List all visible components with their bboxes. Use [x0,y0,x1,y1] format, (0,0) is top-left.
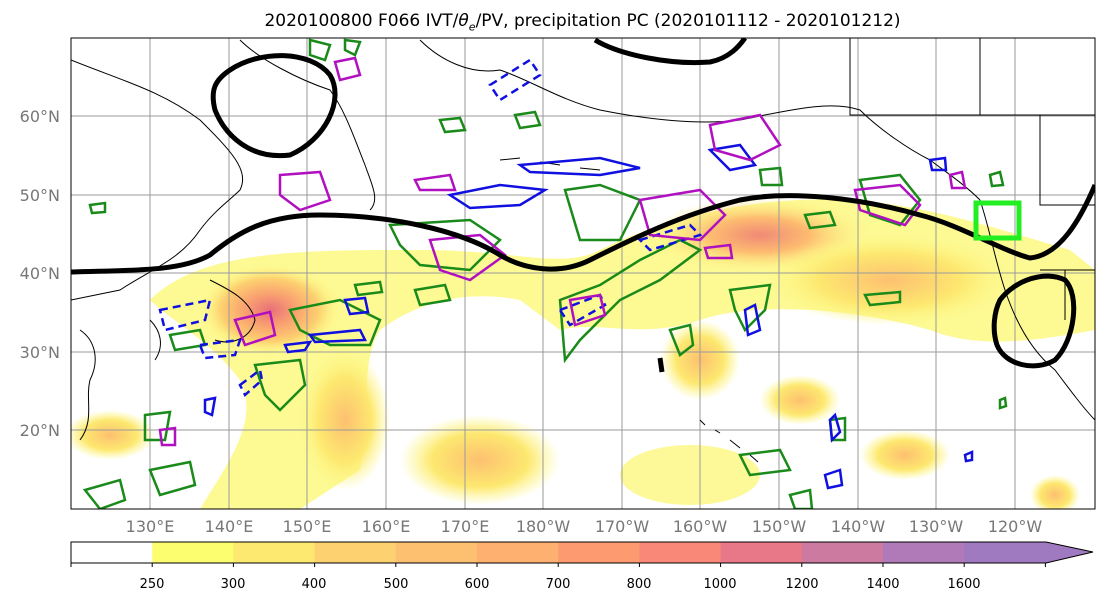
colorbar-tick-label: 250 [140,577,165,592]
lon-label: 170°E [441,517,490,536]
colorbar-cell [639,542,722,563]
lon-label: 120°W [988,517,1043,536]
longitude-labels: 130°E 140°E 150°E 160°E 170°E 180°W 170°… [126,517,1043,536]
colorbar-tick-label: 300 [221,577,246,592]
map-title: 2020100800 F066 IVT/θe/PV, precipitation… [264,11,901,34]
blue-contours [158,58,974,490]
lon-label: 130°E [126,517,175,536]
highlight-box [973,200,1022,241]
lat-label: 60°N [20,107,60,126]
lon-label: 160°E [362,517,411,536]
colorbar-tick-label: 500 [384,577,409,592]
green-contours [82,38,1008,509]
lon-label: 170°W [595,517,650,536]
lon-label: 150°E [283,517,332,536]
colorbar-tick-label: 400 [302,577,327,592]
colorbar-tick-labels: 250 300 400 500 600 700 800 1000 1200 14… [140,577,981,592]
ivt-shading [71,197,1095,509]
colorbar-outline [70,541,1094,564]
colorbar-cell [395,542,478,563]
colorbar-tick-label: 700 [546,577,571,592]
colorbar: 250 300 400 500 600 700 800 1000 1200 14… [70,541,1094,592]
colorbar-cell [720,542,803,563]
colorbar-tick-label: 1000 [703,577,736,592]
map-border [70,37,1096,510]
colorbar-tick-label: 1200 [785,577,818,592]
latitude-labels: 60°N 50°N 40°N 30°N 20°N [20,107,60,440]
colorbar-cell [964,542,1093,563]
lat-label: 40°N [20,264,60,283]
lat-label: 30°N [20,343,60,362]
colorbar-tick-label: 600 [465,577,490,592]
colorbar-cell [477,542,559,563]
colorbar-tick-label: 1600 [947,577,980,592]
colorbar-cell [152,542,234,563]
lat-label: 20°N [20,421,60,440]
lon-label: 130°W [909,517,964,536]
lon-label: 180°W [516,517,571,536]
lon-label: 150°W [752,517,807,536]
lon-label: 140°E [205,517,254,536]
lon-label: 140°W [831,517,886,536]
colorbar-cell [558,542,640,563]
colorbar-cell [233,542,316,563]
lon-label: 160°W [673,517,728,536]
colorbar-cell [71,542,153,563]
graticule [71,38,1095,509]
colorbar-cell [801,542,884,563]
colorbar-cell [314,542,397,563]
colorbar-cell [883,542,965,563]
colorbar-tick-label: 1400 [866,577,899,592]
lat-label: 50°N [20,186,60,205]
colorbar-tick-label: 800 [627,577,652,592]
